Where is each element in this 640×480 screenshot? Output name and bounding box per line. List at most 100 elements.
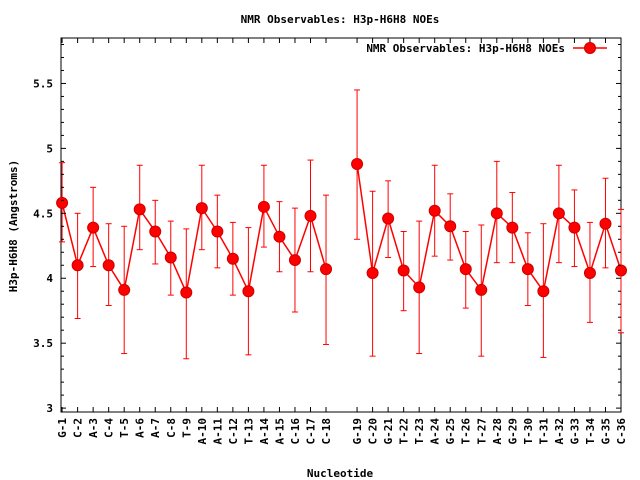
x-tick-label: A-10 — [196, 418, 209, 445]
x-tick-label: T-30 — [522, 418, 535, 445]
x-tick-label: T-23 — [413, 418, 426, 445]
data-point — [459, 263, 472, 276]
x-tick-label: G-21 — [382, 418, 395, 445]
data-point — [56, 196, 69, 209]
x-tick-label: A-14 — [258, 418, 271, 445]
chart-title: NMR Observables: H3p-H6H8 NOEs — [241, 13, 440, 26]
data-point — [257, 200, 270, 213]
x-tick-label: A-6 — [134, 418, 147, 438]
data-point — [320, 263, 333, 276]
y-tick-label: 4.5 — [33, 207, 53, 220]
x-axis-label: Nucleotide — [307, 467, 374, 480]
x-tick-label: C-16 — [289, 418, 302, 445]
data-point — [583, 267, 596, 280]
data-point — [397, 264, 410, 277]
data-point — [366, 267, 379, 280]
x-tick-label: A-15 — [273, 418, 286, 445]
data-point — [118, 283, 131, 296]
plot-frame — [60, 37, 622, 413]
y-tick-label: 4 — [46, 272, 53, 285]
data-point — [521, 263, 534, 276]
x-tick-label: G-33 — [568, 418, 581, 445]
series-line-segment — [542, 213, 560, 292]
data-point — [490, 207, 503, 220]
x-tick-label: T-9 — [180, 418, 193, 438]
data-point — [195, 202, 208, 215]
series-line-segment — [573, 227, 591, 274]
y-tick-label: 3 — [46, 402, 53, 415]
x-tick-label: A-7 — [149, 418, 162, 438]
data-point — [242, 285, 255, 298]
data-point — [444, 220, 457, 233]
data-point — [288, 254, 301, 267]
series-line-segment — [92, 227, 110, 266]
data-point — [226, 252, 239, 265]
series-line-segment — [589, 223, 607, 274]
series-line-segment — [309, 215, 327, 270]
x-tick-label: C-18 — [320, 418, 333, 445]
series-line-segment — [480, 213, 498, 291]
series-line-segment — [356, 163, 374, 274]
data-point — [382, 212, 395, 225]
data-point — [568, 221, 581, 234]
data-point — [71, 259, 84, 272]
data-point — [149, 225, 162, 238]
series-line-segment — [294, 215, 312, 261]
series-line-segment — [371, 218, 389, 274]
data-point — [102, 259, 115, 272]
x-tick-label: T-34 — [584, 418, 597, 445]
data-point — [599, 217, 612, 230]
x-tick-label: G-25 — [444, 418, 457, 445]
y-tick-label: 3.5 — [33, 337, 53, 350]
x-tick-label: T-31 — [537, 418, 550, 445]
data-point — [615, 264, 627, 277]
series-line-segment — [61, 202, 79, 266]
data-point — [211, 225, 224, 238]
data-point — [273, 230, 286, 243]
series-line-segment — [418, 210, 436, 288]
y-axis-label: H3p-H6H8 (Angstroms) — [7, 160, 20, 292]
data-point — [133, 203, 146, 216]
x-tick-label: G-1 — [56, 418, 69, 438]
legend-marker-sample — [584, 42, 596, 54]
data-point — [537, 285, 550, 298]
x-tick-label: C-2 — [72, 418, 85, 438]
x-tick-label: C-17 — [304, 418, 317, 445]
y-tick-label: 5.5 — [33, 77, 53, 90]
series-line-segment — [185, 207, 203, 293]
x-tick-label: T-27 — [475, 418, 488, 445]
x-tick-label: C-12 — [227, 418, 240, 445]
x-tick-label: G-19 — [351, 418, 364, 445]
series-line-segment — [604, 223, 622, 271]
chart-legend: NMR Observables: H3p-H6H8 NOEs — [366, 42, 607, 55]
x-tick-label: T-5 — [118, 418, 131, 438]
x-tick-label: T-13 — [242, 418, 255, 445]
series-line-segment — [170, 257, 187, 293]
x-tick-label: A-28 — [491, 418, 504, 445]
x-tick-label: T-22 — [398, 418, 411, 445]
series-line-segment — [387, 218, 405, 271]
data-point — [304, 209, 317, 222]
x-tick-label: C-36 — [615, 418, 628, 445]
x-tick-label: A-11 — [211, 418, 224, 445]
x-tick-label: A-24 — [429, 418, 442, 445]
x-tick-label: T-26 — [460, 418, 473, 445]
x-tick-label: G-29 — [506, 418, 519, 445]
data-point — [413, 281, 426, 294]
x-tick-label: C-4 — [103, 418, 116, 438]
legend-entry-label: NMR Observables: H3p-H6H8 NOEs — [366, 42, 565, 55]
x-tick-label: A-3 — [87, 418, 100, 438]
data-point — [428, 204, 441, 217]
data-point — [552, 207, 565, 220]
x-tick-label: C-20 — [367, 418, 380, 445]
x-tick-label: A-32 — [553, 418, 566, 445]
data-point — [351, 157, 364, 170]
series-line-segment — [123, 209, 141, 291]
series-line-segment — [511, 227, 529, 270]
y-tick-label: 5 — [46, 142, 53, 155]
series-line-segment — [76, 227, 94, 266]
series-line-segment — [247, 206, 265, 292]
data-point — [506, 221, 519, 234]
data-point — [475, 283, 488, 296]
